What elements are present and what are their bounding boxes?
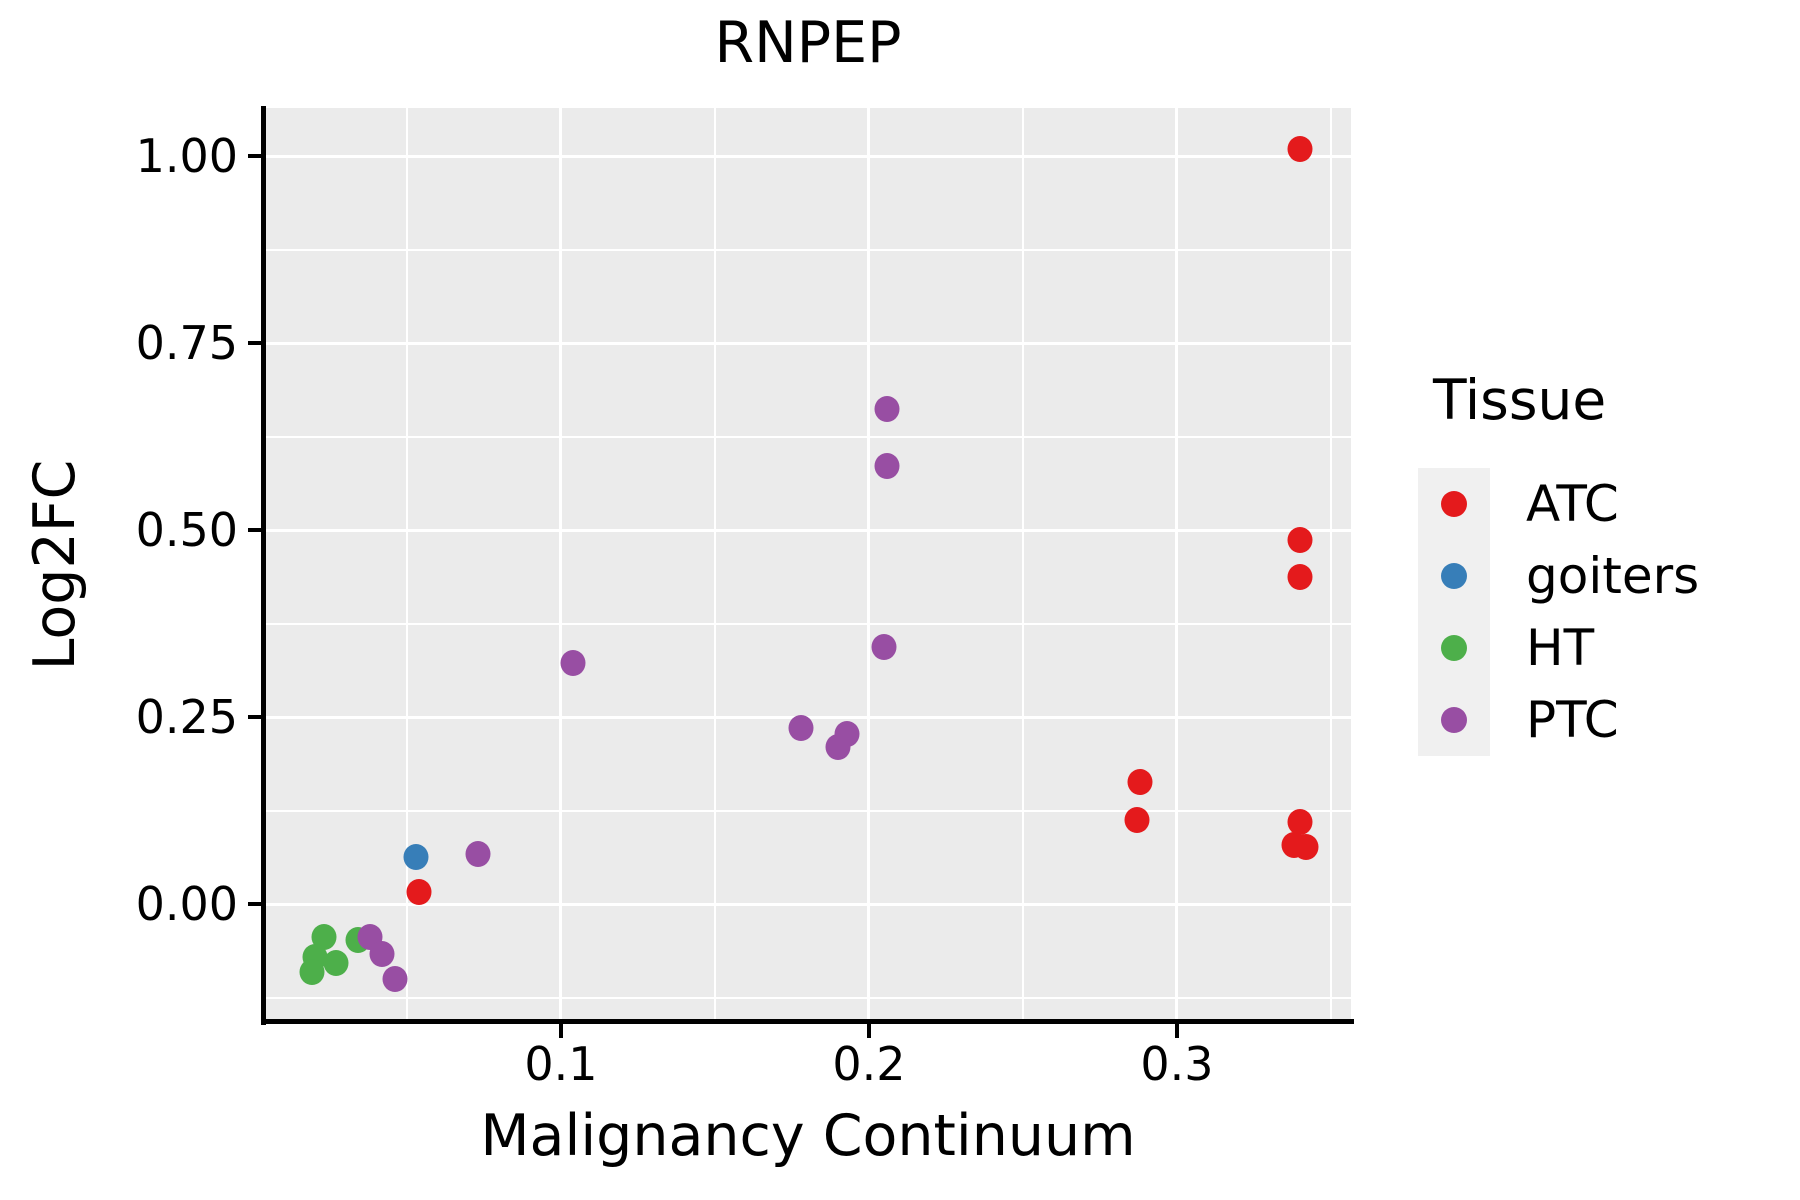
y-axis-line — [261, 106, 266, 1025]
x-major-gridline — [1175, 108, 1179, 1021]
plot-title: RNPEP — [714, 10, 902, 76]
x-tick-mark — [866, 1024, 871, 1038]
y-axis-label: Log2FC — [22, 459, 88, 671]
data-point-PTC — [874, 395, 900, 422]
data-point-PTC — [369, 941, 395, 968]
x-axis-label: Malignancy Continuum — [480, 1103, 1136, 1169]
y-tick-label: 1.00 — [135, 129, 238, 184]
x-tick-label: 0.1 — [524, 1037, 598, 1091]
x-minor-gridline — [1021, 108, 1024, 1021]
y-tick-mark — [248, 341, 262, 346]
legend-key-dot-HT — [1441, 635, 1467, 661]
y-minor-gridline — [265, 435, 1351, 438]
y-tick-mark — [248, 528, 262, 533]
x-tick-label: 0.3 — [1140, 1037, 1214, 1091]
data-point-PTC — [874, 452, 900, 479]
data-point-ATC — [1287, 564, 1313, 591]
data-point-PTC — [788, 715, 814, 742]
y-major-gridline — [265, 902, 1351, 906]
legend-key-dot-PTC — [1441, 707, 1467, 733]
legend-label-PTC: PTC — [1526, 691, 1619, 749]
y-tick-mark — [248, 715, 262, 720]
data-point-ATC — [1293, 834, 1319, 861]
legend-key-dot-goiters — [1441, 563, 1467, 589]
x-minor-gridline — [1329, 108, 1332, 1021]
data-point-ATC — [1287, 526, 1313, 553]
x-minor-gridline — [713, 108, 716, 1021]
x-major-gridline — [867, 108, 871, 1021]
y-minor-gridline — [265, 622, 1351, 625]
data-point-ATC — [406, 879, 432, 906]
data-point-PTC — [560, 650, 586, 677]
x-tick-mark — [558, 1024, 563, 1038]
legend-title: Tissue — [1433, 368, 1607, 432]
data-point-goiters — [403, 843, 429, 870]
legend-label-HT: HT — [1526, 619, 1595, 677]
x-tick-label: 0.2 — [832, 1037, 906, 1091]
legend-label-ATC: ATC — [1526, 475, 1619, 533]
plot-panel — [265, 108, 1351, 1021]
x-minor-gridline — [405, 108, 408, 1021]
y-tick-mark — [248, 902, 262, 906]
x-tick-mark — [1174, 1024, 1179, 1038]
legend-key-dot-ATC — [1441, 491, 1467, 517]
data-point-PTC — [382, 965, 408, 992]
y-major-gridline — [265, 154, 1351, 158]
x-major-gridline — [559, 108, 563, 1021]
y-minor-gridline — [265, 996, 1351, 999]
data-point-HT — [323, 950, 349, 977]
x-axis-line — [261, 1019, 1354, 1024]
data-point-ATC — [1127, 769, 1153, 796]
legend-label-goiters: goiters — [1526, 547, 1700, 605]
y-tick-label: 0.00 — [135, 877, 238, 931]
y-major-gridline — [265, 528, 1351, 532]
y-tick-label: 0.50 — [135, 503, 238, 558]
y-tick-label: 0.75 — [135, 316, 238, 371]
y-minor-gridline — [265, 809, 1351, 812]
data-point-ATC — [1287, 808, 1313, 835]
y-tick-label: 0.25 — [135, 690, 238, 745]
data-point-ATC — [1287, 136, 1313, 163]
data-point-PTC — [825, 733, 851, 760]
data-point-PTC — [871, 633, 897, 660]
data-point-HT — [299, 959, 324, 986]
y-major-gridline — [265, 341, 1351, 345]
y-minor-gridline — [265, 248, 1351, 251]
y-tick-mark — [248, 154, 262, 159]
data-point-PTC — [465, 840, 491, 867]
data-point-ATC — [1124, 807, 1150, 834]
